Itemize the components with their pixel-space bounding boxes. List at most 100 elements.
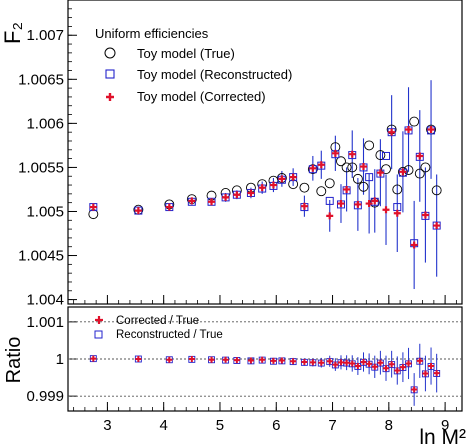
ratio-corrected-point (188, 356, 195, 362)
true-point (381, 164, 391, 175)
ratio-corrected-point (360, 358, 367, 365)
ratio-y-axis-title: Ratio (3, 337, 25, 384)
ratio-corrected-point (259, 356, 266, 363)
x-tick-label: 3 (103, 417, 111, 434)
x-tick-label: 6 (272, 417, 280, 434)
ratio-corrected-point (270, 357, 277, 364)
legend-corrected-ratio-marker (95, 316, 103, 324)
x-axis: 3 4 5 6 7 8 9 (73, 295, 457, 434)
corrected-point (399, 168, 407, 176)
ratio-corrected-point (388, 361, 395, 368)
ratio-corrected-point (326, 358, 333, 365)
ratio-corrected-point (337, 359, 344, 366)
ratio-corrected-point (416, 357, 423, 364)
legend-reconstructed-ratio-marker (94, 330, 103, 339)
corrected-point (393, 209, 401, 217)
main-y-tick-label: 1.004 (26, 292, 64, 309)
ratio-corrected-point (366, 360, 373, 367)
corrected-point (309, 164, 317, 172)
ratio-y-tick-label: 1 (56, 351, 64, 368)
main-y-tick-label: 1.006 (26, 115, 64, 132)
ratio-corrected-point (318, 359, 325, 366)
corrected-point (208, 198, 216, 206)
x-tick-label: 5 (216, 417, 224, 434)
ratio-y-axis: 0.999 1 1.001 (26, 314, 77, 405)
true-point (316, 186, 327, 197)
series-corrected (89, 126, 441, 249)
corrected-point (427, 126, 435, 134)
true-point (364, 140, 375, 151)
true-point (409, 116, 420, 127)
main-y-tick-label: 1.005 (26, 203, 64, 220)
corrected-point (300, 202, 308, 210)
ratio-corrected-point (383, 365, 390, 372)
corrected-point (405, 126, 413, 134)
true-point (324, 178, 335, 189)
ratio-corrected-point (233, 357, 240, 364)
true-point (352, 173, 363, 184)
corrected-point (222, 193, 230, 201)
true-point (347, 162, 358, 173)
true-point (336, 156, 346, 167)
corrected-point (188, 197, 196, 205)
ratio-corrected-point (433, 370, 440, 377)
ratio-corrected-point (422, 370, 429, 377)
reconstructed-point (325, 196, 334, 205)
ratio-corrected-point (371, 363, 378, 370)
legend-title: Uniform efficiencies (95, 26, 209, 41)
legend-corrected-marker (106, 93, 114, 101)
corrected-point (289, 173, 297, 181)
legend-reconstructed-label: Toy model (Reconstructed) (137, 67, 292, 82)
corrected-point (134, 207, 142, 215)
main-y-tick-label: 1.007 (26, 27, 64, 44)
corrected-point (410, 241, 418, 249)
corrected-point (247, 189, 255, 197)
reconstructed-point (365, 173, 374, 182)
corrected-point (89, 203, 97, 211)
ratio-corrected-point (399, 364, 406, 371)
corrected-point (258, 184, 266, 192)
ratio-corrected-point (208, 356, 215, 363)
ratio-corrected-point (290, 358, 297, 365)
true-point (276, 173, 287, 183)
ratio-legend: Corrected / True Reconstructed / True (94, 315, 223, 341)
ratio-corrected-point (247, 357, 254, 364)
true-point (414, 168, 425, 179)
x-axis-title: ln M² (419, 426, 466, 447)
x-tick-label: 8 (385, 417, 393, 434)
true-point (420, 162, 431, 173)
legend-reconstructed-marker (105, 69, 115, 79)
ratio-corrected-point (309, 359, 316, 366)
corrected-point (421, 211, 429, 219)
legend-corrected-label: Toy model (Corrected) (137, 89, 266, 104)
ratio-corrected-point (377, 359, 384, 366)
legend-reconstructed-ratio-label: Reconstructed / True (116, 329, 223, 341)
corrected-point (343, 185, 351, 193)
ratio-corrected-point (301, 358, 308, 365)
corrected-point (269, 181, 277, 189)
ratio-corrected-point (394, 367, 401, 374)
true-point (403, 165, 414, 176)
corrected-point (348, 150, 356, 158)
main-y-tick-label: 1.0065 (18, 71, 64, 88)
corrected-point (433, 222, 441, 230)
main-y-axis-title: F₂ (0, 22, 25, 44)
main-y-tick-label: 1.0045 (18, 248, 64, 265)
corrected-point (388, 128, 396, 136)
ratio-corrected-point (166, 356, 173, 363)
corrected-point (376, 169, 384, 177)
corrected-point (371, 197, 379, 205)
corrected-point (360, 163, 367, 171)
corrected-point (416, 152, 424, 160)
ratio-corrected-point (332, 361, 339, 368)
ratio-y-tick-label: 1.001 (26, 314, 64, 331)
true-point (299, 182, 310, 193)
series-corrected-over-true (90, 355, 440, 393)
ratio-corrected-point (135, 356, 142, 362)
ratio-corrected-point (278, 357, 285, 364)
true-point (375, 150, 386, 161)
corrected-point (165, 203, 173, 211)
x-tick-label: 9 (441, 417, 449, 434)
corrected-point (317, 161, 325, 169)
